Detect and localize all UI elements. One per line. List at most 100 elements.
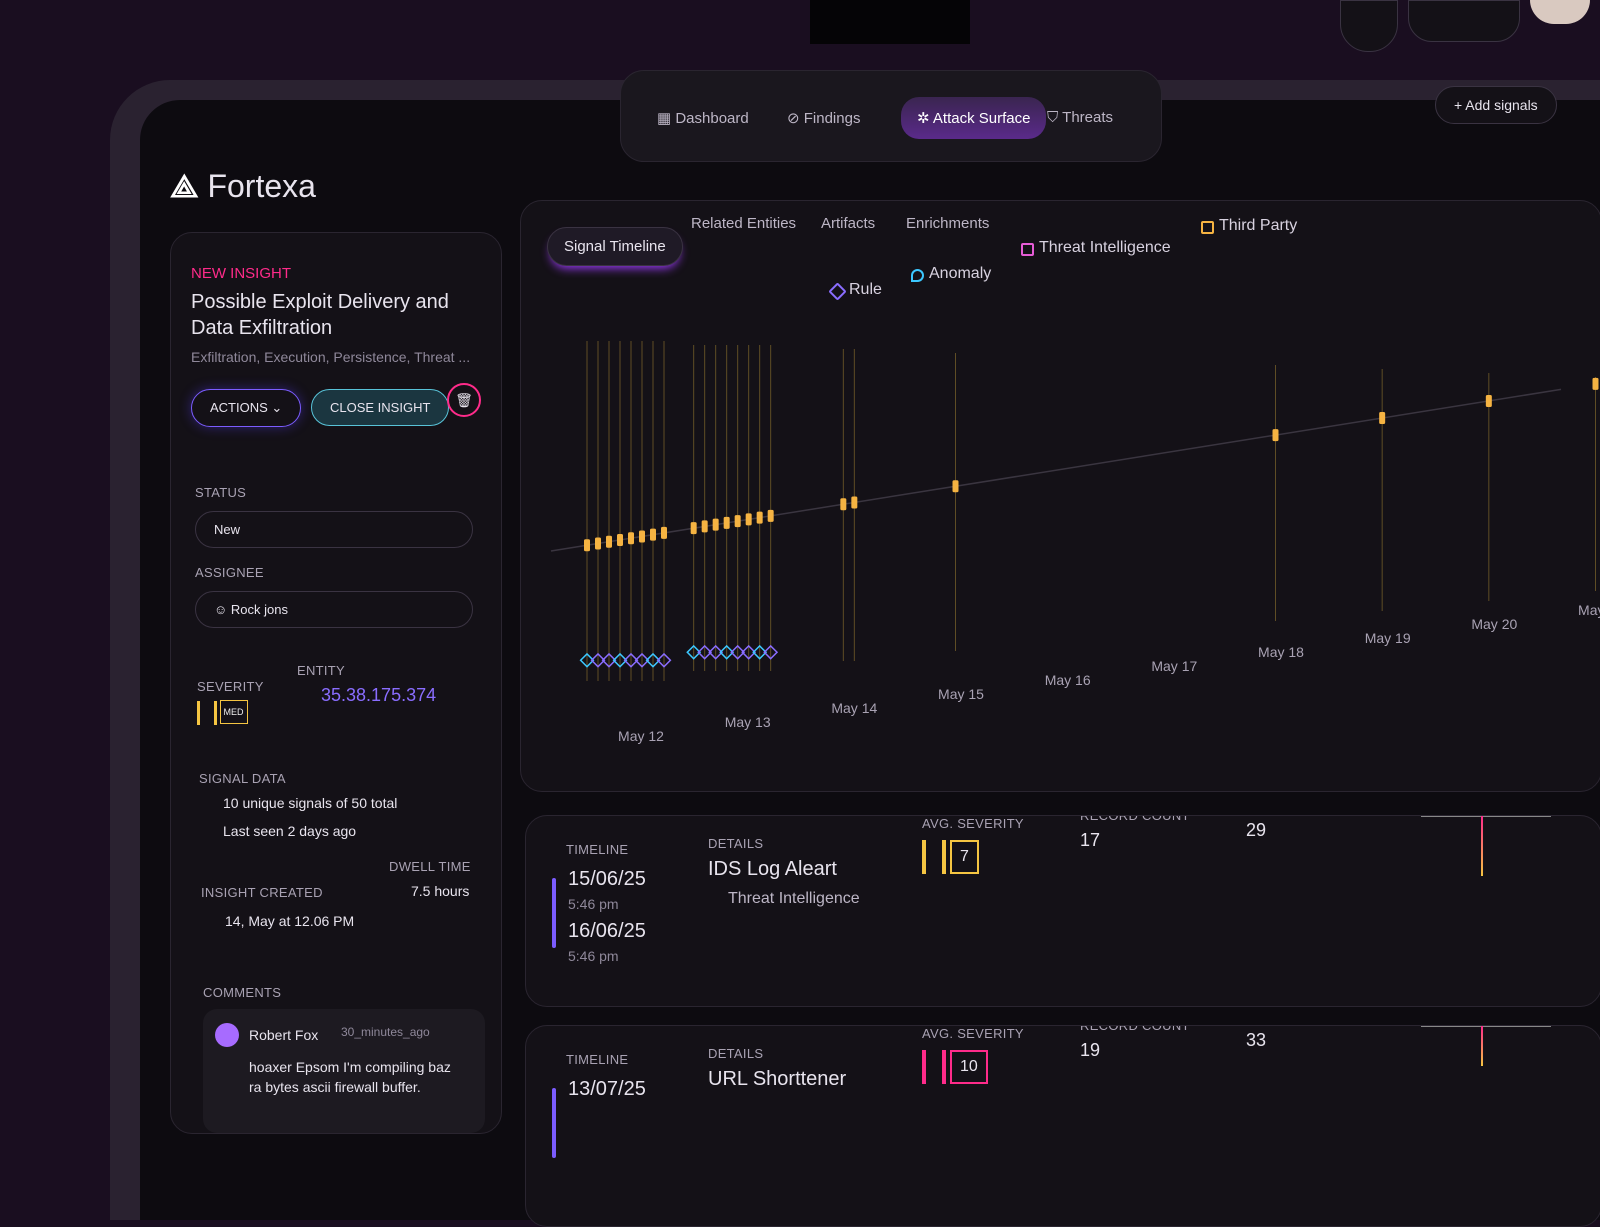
rule-marker <box>752 644 768 660</box>
add-signals-button[interactable]: + Add signals <box>1435 86 1557 124</box>
details-label: DETAILS <box>708 1046 764 1061</box>
signal-row[interactable]: TIMELINE 13/07/25 DETAILS URL Shorttener AVG… <box>525 1025 1600 1227</box>
record-label: RECORD COUNT <box>1080 1025 1190 1033</box>
mini-chart-axis <box>1421 816 1551 817</box>
severity-value: MED <box>219 700 248 725</box>
insight-title: Possible Exploit Delivery and Data Exfil… <box>191 291 449 339</box>
delete-button[interactable]: 🗑 <box>447 383 481 417</box>
signal-node <box>767 509 774 522</box>
timeline-bar <box>552 878 556 948</box>
signal-node <box>745 513 752 526</box>
record-count: 19 <box>1080 1040 1101 1060</box>
status-select[interactable]: New <box>195 511 473 548</box>
entity-value: 35.38.175.374 <box>321 685 437 705</box>
rule-marker <box>601 652 617 668</box>
status-value: New <box>214 522 241 537</box>
signal-node <box>851 496 858 509</box>
signal-node <box>734 515 741 528</box>
content-tab[interactable]: Signal Timeline <box>547 227 683 266</box>
nav-tab[interactable]: ⛉ Threats <box>1047 109 1114 126</box>
signal-node <box>661 526 667 539</box>
legend-swatch <box>1201 221 1214 234</box>
assignee-label: ASSIGNEE <box>195 565 264 580</box>
signal-node <box>628 532 634 545</box>
signal-node <box>952 480 959 493</box>
timeline-label: TIMELINE <box>566 842 629 857</box>
signal-node <box>840 498 847 511</box>
rule-marker <box>634 652 650 668</box>
severity-label: AVG. SEVERITY <box>922 1026 1024 1041</box>
severity-label: AVG. SEVERITY <box>922 816 1024 831</box>
signal-node <box>1592 377 1599 390</box>
comment-avatar <box>215 1023 239 1047</box>
rule-marker <box>730 644 746 660</box>
severity-value: 7 <box>950 840 979 874</box>
signal-node <box>595 537 601 550</box>
notification-icon[interactable] <box>1408 0 1520 42</box>
signal-node <box>1272 429 1279 442</box>
signal-node <box>650 528 656 541</box>
record-count: 17 <box>1080 830 1101 850</box>
add-signals-label: Add signals <box>1465 97 1538 113</box>
record-label: RECORD COUNT <box>1080 815 1190 823</box>
severity-bars <box>922 1050 946 1084</box>
actions-button[interactable]: ACTIONS ⌄ <box>191 389 302 427</box>
rule-marker <box>708 644 724 660</box>
legend-label: Anomaly <box>929 265 992 282</box>
date-label: May 20 <box>1471 616 1517 632</box>
rule-marker <box>645 652 661 668</box>
nav-tab-label: Threats <box>1062 109 1114 126</box>
legend-label: Rule <box>849 281 882 298</box>
severity-bars <box>922 840 946 874</box>
close-insight-button[interactable]: CLOSE INSIGHT <box>311 389 450 426</box>
signal-node <box>584 539 590 552</box>
timeline-chart: May 12 May 13 May 14 May 15 May 16 May 17 May … <box>550 341 1600 744</box>
rule-marker <box>579 652 595 668</box>
created-label: INSIGHT CREATED <box>201 885 323 900</box>
rule-marker <box>741 644 757 660</box>
date-label: May 16 <box>1045 672 1091 688</box>
signal-node <box>1485 394 1492 407</box>
comments-label: COMMENTS <box>203 985 282 1000</box>
rule-marker <box>612 652 628 668</box>
signal-node <box>756 511 763 524</box>
comment-text: hoaxer Epsom I'm compiling baz ra bytes … <box>249 1059 451 1095</box>
details: URL Shorttener <box>708 1068 847 1090</box>
brand: Fortexa <box>207 168 316 204</box>
date-label: May 17 <box>1151 658 1197 674</box>
mini-chart-axis <box>1421 1026 1551 1027</box>
timeline-bar <box>552 1088 556 1158</box>
dwell-value: 7.5 hours <box>411 883 470 899</box>
nav-tab[interactable]: ⊘ Findings <box>787 110 861 127</box>
top-nav: ▦ Dashboard ⊘ Findings ✲ Attack Surface ⛉ T… <box>620 70 1162 162</box>
avatar[interactable] <box>1530 0 1590 24</box>
severity-value: 10 <box>950 1050 988 1084</box>
insight-panel: NEW INSIGHT Possible Exploit Delivery an… <box>170 232 502 1134</box>
signal-node <box>1379 412 1386 425</box>
nav-tab[interactable]: ✲ Attack Surface <box>901 97 1047 139</box>
legend-label: Third Party <box>1219 217 1298 234</box>
signal-node <box>639 530 645 543</box>
date-label: May 14 <box>831 700 877 716</box>
content-tab[interactable]: Related Entities <box>691 215 797 232</box>
signal-node <box>723 516 730 529</box>
rule-marker <box>623 652 639 668</box>
page: ▦ Dashboard ⊘ Findings ✲ Attack Surface ⛉ T… <box>110 0 1600 1227</box>
end-time: 5:46 pm <box>568 948 619 964</box>
insight-tactics: Exfiltration, Execution, Persistence, Th… <box>191 349 471 365</box>
date-label: May 15 <box>938 686 984 702</box>
signal-node <box>701 520 708 533</box>
mini-chart-line <box>1481 816 1483 876</box>
content-tab[interactable]: Artifacts <box>821 215 876 232</box>
rule-marker <box>590 652 606 668</box>
details: IDS Log Aleart <box>708 858 837 880</box>
content-tab[interactable]: Enrichments <box>906 215 990 232</box>
nav-tab[interactable]: ▦ Dashboard <box>657 110 749 127</box>
search-icon[interactable] <box>1340 0 1398 52</box>
timeline-card: Signal Timeline Related Entities Artifacts… <box>520 200 1600 792</box>
assignee-select[interactable]: ☺ Rock jons <box>195 591 473 628</box>
legend-swatch <box>1021 243 1034 256</box>
close-label: CLOSE INSIGHT <box>330 400 431 415</box>
signal-row[interactable]: TIMELINE 15/06/25 5:46 pm 16/06/25 5:46 pm DE… <box>525 815 1600 1007</box>
start-time: 5:46 pm <box>568 896 619 912</box>
